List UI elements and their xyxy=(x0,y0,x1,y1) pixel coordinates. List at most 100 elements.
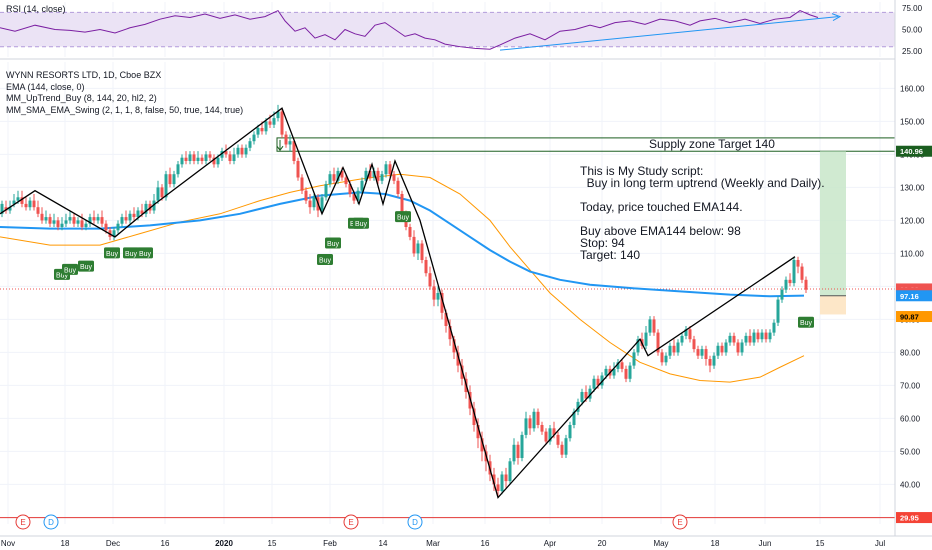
candle-body xyxy=(708,359,712,366)
price-tag-bg xyxy=(896,512,932,524)
candle xyxy=(392,170,396,185)
candle-body xyxy=(752,332,756,343)
candle xyxy=(624,365,628,383)
candle xyxy=(128,210,132,224)
candle xyxy=(516,441,520,465)
candle-body xyxy=(256,128,260,135)
candle xyxy=(196,151,200,165)
stop-box xyxy=(820,295,846,315)
candle-body xyxy=(324,184,328,198)
candle-body xyxy=(44,217,48,221)
candle-body xyxy=(564,438,568,455)
candle-body xyxy=(208,154,212,158)
candle xyxy=(564,434,568,458)
candle xyxy=(156,180,160,204)
buy-signal-label: Buy xyxy=(397,215,410,222)
candle xyxy=(772,319,776,336)
candle-body xyxy=(716,345,720,356)
candle-body xyxy=(216,157,220,165)
candle xyxy=(728,332,732,346)
earnings-circle[interactable] xyxy=(672,514,688,530)
candle xyxy=(688,326,692,343)
candle-body xyxy=(756,332,760,340)
candle-body xyxy=(200,157,204,161)
price-tag-label: 90.87 xyxy=(900,313,919,322)
candle-body xyxy=(260,128,264,132)
candle-body xyxy=(180,157,184,165)
candle-body xyxy=(660,352,664,363)
dividend-circle[interactable] xyxy=(407,514,423,530)
note-line: Buy in long term uptrend (Weekly and Dai… xyxy=(580,176,825,190)
candle-body xyxy=(112,230,116,237)
candle-body xyxy=(384,164,388,175)
candle xyxy=(756,329,760,343)
indicator-ema[interactable]: EMA (144, close, 0) xyxy=(6,81,85,92)
candle xyxy=(116,220,120,234)
candle xyxy=(240,144,244,158)
earnings-circle[interactable] xyxy=(343,514,359,530)
candle-body xyxy=(400,194,404,214)
candle-body xyxy=(164,174,168,198)
candle-body xyxy=(156,187,160,201)
indicator-uptrend-buy[interactable]: MM_UpTrend_Buy (8, 144, 20, hl2, 2) xyxy=(6,93,157,103)
candle xyxy=(776,296,780,326)
price-tag: 90.87 xyxy=(896,311,932,323)
candle-body xyxy=(644,332,648,346)
candle xyxy=(132,207,136,221)
main-legend[interactable]: WYNN RESORTS LTD, 1D, Cboe BZX EMA (144,… xyxy=(6,70,243,116)
candle-body xyxy=(340,170,344,178)
note-line: Target: 140 xyxy=(580,248,641,262)
swing-line xyxy=(0,107,796,499)
earnings-marker[interactable]: E xyxy=(343,514,359,530)
dividend-circle[interactable] xyxy=(43,514,59,530)
candle xyxy=(368,164,372,181)
candle-body xyxy=(572,411,576,425)
candle-body xyxy=(280,111,284,135)
candle-body xyxy=(684,329,688,336)
candle xyxy=(628,362,632,383)
indicator-swing[interactable]: MM_SMA_EMA_Swing (2, 1, 1, 8, false, 50,… xyxy=(6,104,244,115)
candle xyxy=(112,227,116,241)
candle xyxy=(492,467,496,491)
candle-body xyxy=(604,368,608,376)
candle-body xyxy=(28,200,32,208)
candle-body xyxy=(772,322,776,333)
candle-body xyxy=(436,293,440,300)
candle xyxy=(200,154,204,165)
candle-body xyxy=(52,220,56,224)
candle-body xyxy=(368,170,372,178)
rsi-band xyxy=(0,12,895,47)
price-tick-label: 130.00 xyxy=(900,183,925,192)
buy-signal: Buy xyxy=(137,247,153,259)
buy-signal-badge xyxy=(104,247,120,259)
candle xyxy=(652,316,656,336)
time-axis[interactable]: Nov 18 Dec 16 2020 15 Feb 14 Mar 16 Apr 20 May 18 Jun 1… xyxy=(1,539,885,548)
candle xyxy=(0,200,4,218)
dividend-marker[interactable]: D xyxy=(407,514,423,530)
rsi-pane[interactable] xyxy=(0,9,895,51)
earnings-marker[interactable]: E xyxy=(15,514,31,530)
candle xyxy=(276,104,280,122)
buy-signal: Buy xyxy=(325,237,341,249)
rsi-legend[interactable]: RSI (14, close) xyxy=(6,4,66,16)
candle-body xyxy=(788,279,792,284)
candle xyxy=(480,431,484,462)
candle xyxy=(508,458,512,485)
candle-body xyxy=(620,362,624,369)
candle-body xyxy=(160,187,164,198)
candle-body xyxy=(712,355,716,366)
earnings-circle[interactable] xyxy=(15,514,31,530)
buy-signal: Buy xyxy=(62,263,78,275)
candle-body xyxy=(412,236,416,254)
dividend-marker[interactable]: D xyxy=(43,514,59,530)
buy-signal-badge xyxy=(137,247,153,259)
earnings-marker[interactable]: E xyxy=(672,514,688,530)
candle xyxy=(656,329,660,356)
price-tick-label: 150.00 xyxy=(900,117,925,126)
candle-body xyxy=(60,223,64,227)
candle xyxy=(188,151,192,165)
